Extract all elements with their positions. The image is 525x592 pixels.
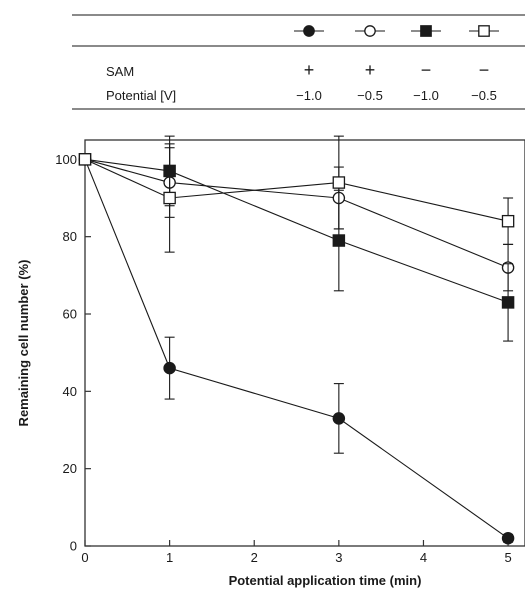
x-tick-label: 0 — [81, 550, 88, 565]
y-axis-ticks: 0 20 40 60 80 100 — [55, 152, 91, 554]
series-line — [84, 158, 509, 222]
x-tick-label: 3 — [335, 550, 342, 565]
legend-column-1: + −0.5 — [355, 25, 385, 103]
x-tick-label: 5 — [504, 550, 511, 565]
data-point — [163, 191, 176, 205]
legend-sam-value: + — [304, 60, 315, 80]
y-tick-label: 80 — [63, 229, 77, 244]
x-tick-label: 2 — [251, 550, 258, 565]
legend-sam-value: − — [479, 60, 490, 80]
series-line — [84, 159, 509, 539]
legend-potential-value: −0.5 — [357, 88, 383, 103]
y-axis-label: Remaining cell number (%) — [16, 260, 31, 427]
plot-frame — [84, 139, 525, 547]
legend-columns: + −1.0 + −0.5 − −1.0 − −0.5 — [294, 25, 499, 103]
series-line — [84, 158, 509, 303]
data-point — [332, 412, 346, 425]
data-point — [332, 234, 346, 247]
legend-sam-value: + — [365, 60, 376, 80]
series-0 — [78, 153, 515, 545]
series-layer — [78, 135, 515, 545]
legend-potential-value: −1.0 — [413, 88, 439, 103]
legend-column-0: + −1.0 — [294, 25, 324, 103]
y-tick-label: 100 — [55, 152, 77, 167]
series-line — [84, 158, 509, 269]
data-point — [332, 176, 346, 189]
series-3 — [78, 135, 515, 253]
data-point — [501, 296, 515, 309]
legend-potential-value: −1.0 — [296, 88, 322, 103]
series-1 — [78, 147, 515, 292]
x-axis-ticks: 0 1 2 3 4 5 — [81, 540, 512, 565]
x-tick-label: 1 — [166, 550, 173, 565]
y-tick-label: 0 — [70, 539, 77, 554]
series-2 — [78, 135, 515, 342]
legend-potential-value: −0.5 — [471, 88, 497, 103]
legend-column-3: − −0.5 — [469, 25, 499, 103]
legend-row-label-potential: Potential [V] — [106, 88, 176, 103]
x-tick-label: 4 — [420, 550, 427, 565]
legend-marker — [364, 25, 376, 37]
y-tick-label: 20 — [63, 461, 77, 476]
legend-table: SAM Potential [V] + −1.0 + −0.5 − −1.0 − −0.5 — [72, 14, 525, 110]
legend-sam-value: − — [421, 60, 432, 80]
y-tick-label: 60 — [63, 307, 77, 322]
legend-column-2: − −1.0 — [411, 25, 441, 103]
legend-marker — [420, 25, 432, 37]
y-tick-label: 40 — [63, 384, 77, 399]
data-point — [78, 153, 92, 166]
data-point — [163, 361, 176, 375]
legend-row-label-sam: SAM — [106, 64, 134, 79]
x-axis-label: Potential application time (min) — [229, 573, 422, 588]
legend-marker — [303, 25, 315, 37]
data-point — [501, 532, 515, 545]
legend-marker — [478, 25, 490, 37]
data-point — [501, 214, 515, 228]
